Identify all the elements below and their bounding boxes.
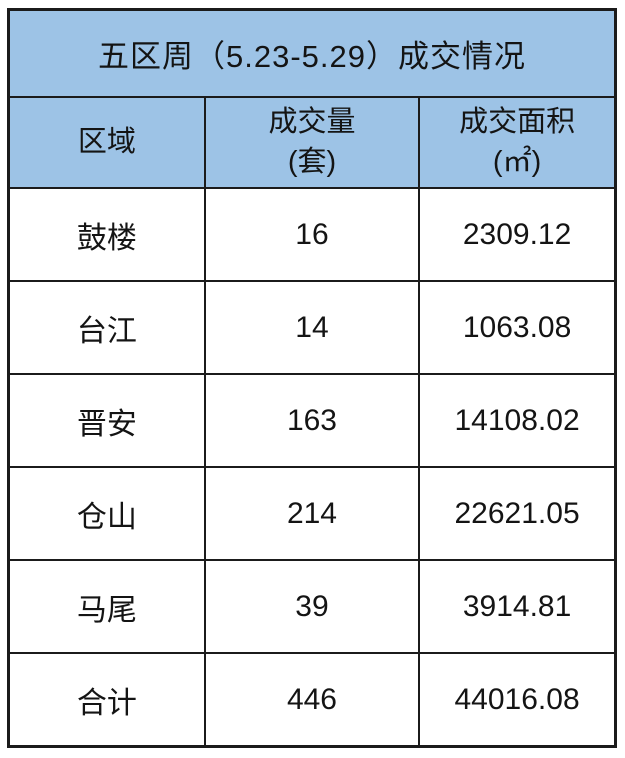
region-cell-total: 合计	[7, 652, 206, 748]
region-cell: 晋安	[7, 373, 206, 468]
table-row: 马尾 39 3914.81	[7, 559, 617, 654]
volume-cell-total: 446	[203, 652, 421, 748]
column-header-area-label: 成交面积	[459, 106, 576, 139]
area-cell: 2309.12	[418, 187, 617, 282]
column-header-region-label: 区域	[77, 125, 136, 158]
volume-cell: 214	[203, 466, 421, 561]
volume-cell: 16	[203, 187, 421, 282]
area-cell: 1063.08	[418, 280, 617, 375]
volume-cell: 14	[203, 280, 421, 375]
area-cell: 14108.02	[418, 373, 617, 468]
table-row: 鼓楼 16 2309.12	[7, 187, 617, 282]
transactions-table: 五区周（5.23-5.29）成交情况 区域 成交量 (套)	[7, 8, 617, 748]
area-cell: 22621.05	[418, 466, 617, 561]
table-header-row: 区域 成交量 (套) 成交面积 (㎡)	[7, 96, 617, 189]
column-header-volume: 成交量 (套)	[203, 96, 421, 189]
column-header-area-unit: (㎡)	[492, 145, 542, 178]
column-header-region: 区域	[7, 96, 206, 189]
region-cell: 仓山	[7, 466, 206, 561]
region-cell: 台江	[7, 280, 206, 375]
table-total-row: 合计 446 44016.08	[7, 652, 617, 748]
area-cell-total: 44016.08	[418, 652, 617, 748]
table-row: 晋安 163 14108.02	[7, 373, 617, 468]
table-title: 五区周（5.23-5.29）成交情况	[7, 8, 617, 98]
region-cell: 马尾	[7, 559, 206, 654]
column-header-volume-unit: (套)	[287, 145, 337, 178]
column-header-volume-label: 成交量	[268, 106, 356, 139]
volume-cell: 39	[203, 559, 421, 654]
region-cell: 鼓楼	[7, 187, 206, 282]
column-header-area: 成交面积 (㎡)	[418, 96, 617, 189]
volume-cell: 163	[203, 373, 421, 468]
table-row: 台江 14 1063.08	[7, 280, 617, 375]
area-cell: 3914.81	[418, 559, 617, 654]
table-title-row: 五区周（5.23-5.29）成交情况	[7, 8, 617, 98]
table-row: 仓山 214 22621.05	[7, 466, 617, 561]
